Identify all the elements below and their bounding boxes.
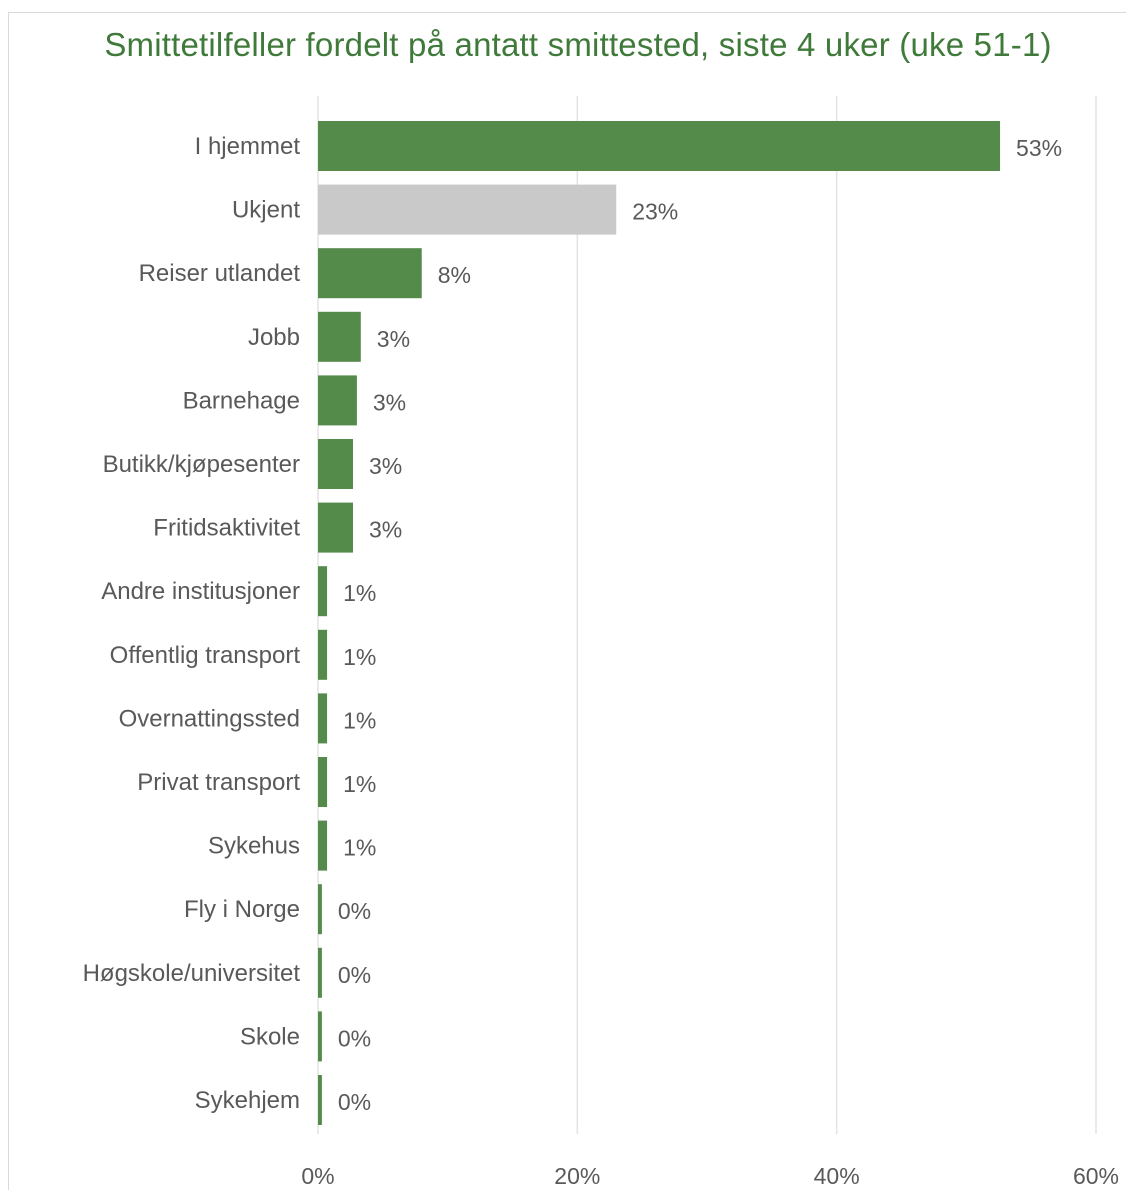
bar — [318, 757, 328, 807]
bar — [318, 947, 322, 998]
value-label: 1% — [343, 580, 376, 606]
value-label: 1% — [343, 644, 376, 670]
labels: 0% 20% 40% 60% I hjemmet 53% Ukjent 23% Reiser u… — [83, 133, 1119, 1189]
category-label: Privat transport — [137, 769, 300, 796]
category-label: Ukjent — [232, 197, 300, 224]
category-label: Fritidsaktivitet — [153, 515, 300, 542]
value-label: 3% — [377, 326, 410, 352]
value-label: 3% — [369, 517, 402, 543]
x-tick-label: 20% — [554, 1163, 600, 1189]
bar — [318, 375, 357, 426]
category-label: Høgskole/universitet — [83, 960, 301, 987]
bar — [318, 820, 328, 871]
bar — [318, 884, 322, 935]
value-label: 3% — [369, 453, 402, 479]
category-label: Reiser utlandet — [139, 260, 301, 287]
value-label: 1% — [343, 707, 376, 733]
category-label: Skole — [240, 1023, 300, 1050]
value-label: 8% — [438, 262, 471, 288]
chart-frame — [8, 12, 1126, 1190]
bar — [318, 121, 1001, 171]
x-tick-label: 60% — [1073, 1163, 1119, 1189]
bar — [318, 311, 361, 362]
category-label: Butikk/kjøpesenter — [103, 451, 300, 478]
bar — [318, 693, 328, 744]
bar — [318, 1011, 322, 1062]
bar — [318, 1075, 322, 1125]
value-label: 0% — [338, 962, 371, 988]
x-tick-label: 0% — [301, 1163, 334, 1189]
chart-title: Smittetilfeller fordelt på antatt smitte… — [104, 26, 1052, 63]
bar — [318, 566, 328, 617]
value-label: 23% — [632, 199, 678, 225]
category-label: I hjemmet — [195, 133, 301, 160]
bar — [318, 629, 328, 680]
value-label: 0% — [338, 1089, 371, 1115]
bar — [318, 248, 422, 299]
value-label: 53% — [1016, 135, 1062, 161]
bar — [318, 502, 354, 553]
category-label: Overnattingssted — [119, 705, 300, 732]
category-label: Barnehage — [183, 387, 300, 414]
category-label: Fly i Norge — [184, 896, 300, 923]
bar — [318, 439, 354, 489]
x-tick-label: 40% — [814, 1163, 860, 1189]
category-label: Sykehus — [208, 833, 300, 860]
category-label: Andre institusjoner — [101, 578, 300, 605]
gridlines — [317, 96, 1097, 1134]
value-label: 0% — [338, 898, 371, 924]
value-label: 3% — [373, 389, 406, 415]
category-label: Jobb — [248, 324, 300, 351]
category-label: Sykehjem — [195, 1087, 300, 1114]
bar — [318, 184, 617, 235]
value-label: 1% — [343, 771, 376, 797]
bars — [318, 121, 1001, 1125]
value-label: 0% — [338, 1025, 371, 1051]
category-label: Offentlig transport — [110, 642, 301, 669]
value-label: 1% — [343, 835, 376, 861]
